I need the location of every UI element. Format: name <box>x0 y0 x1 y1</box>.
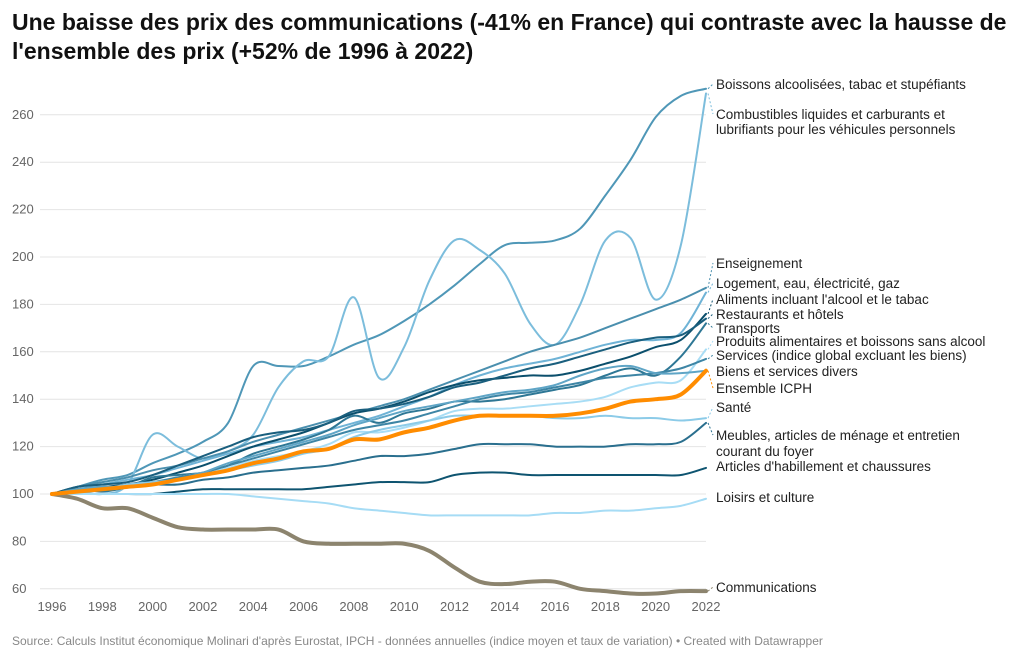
y-tick-label: 200 <box>12 249 34 264</box>
x-tick-label: 1998 <box>88 599 117 614</box>
chart-title: Une baisse des prix des communications (… <box>12 9 1007 64</box>
series-line <box>51 312 707 495</box>
series-label: Ensemble ICPH <box>716 381 812 396</box>
label-connector <box>707 406 714 419</box>
y-tick-label: 120 <box>12 439 34 454</box>
series-label: Loisirs et culture <box>716 490 814 505</box>
source-footer: Source: Calculs Institut économique Moli… <box>12 634 823 648</box>
series-line <box>50 492 708 596</box>
series-label: Restaurants et hôtels <box>716 307 844 322</box>
x-tick-label: 1996 <box>38 599 67 614</box>
label-connector <box>707 282 714 293</box>
series-label: Combustibles liquides et carburants et lu… <box>716 107 956 137</box>
x-tick-label: 2008 <box>339 599 368 614</box>
series-line <box>50 368 708 496</box>
series-label: Logement, eau, électricité, gaz <box>716 276 900 291</box>
series-label: Services (indice global excluant les bie… <box>716 348 967 363</box>
y-tick-label: 180 <box>12 296 34 311</box>
y-tick-label: 60 <box>12 581 26 596</box>
series-line <box>51 286 707 495</box>
label-connector <box>707 370 714 389</box>
label-connector <box>707 354 714 360</box>
series-label: Boissons alcoolisées, tabac et stupéfian… <box>716 77 966 92</box>
series-label: Articles d'habillement et chaussures <box>716 459 931 474</box>
series-label: Aliments incluant l'alcool et le tabac <box>716 292 929 307</box>
x-tick-label: 2014 <box>490 599 519 614</box>
series-line <box>51 92 707 496</box>
x-tick-label: 2012 <box>440 599 469 614</box>
label-connector <box>707 262 714 288</box>
label-connector <box>707 313 714 319</box>
y-tick-label: 80 <box>12 533 26 548</box>
y-tick-label: 100 <box>12 486 34 501</box>
series-label: Communications <box>716 580 817 595</box>
label-connector <box>707 93 714 115</box>
series-label: Produits alimentaires et boissons sans a… <box>716 334 985 349</box>
x-tick-label: 2002 <box>188 599 217 614</box>
y-tick-label: 140 <box>12 391 34 406</box>
x-tick-label: 2022 <box>692 599 721 614</box>
label-connector <box>707 322 714 329</box>
label-connector <box>707 83 714 90</box>
x-tick-label: 2016 <box>541 599 570 614</box>
series-label: Biens et services divers <box>716 364 858 379</box>
series-label: Santé <box>716 400 751 415</box>
x-tick-label: 2004 <box>239 599 268 614</box>
label-connector <box>707 422 714 436</box>
series-line <box>51 492 707 517</box>
x-tick-label: 2018 <box>591 599 620 614</box>
y-tick-label: 160 <box>12 344 34 359</box>
x-tick-label: 2006 <box>289 599 318 614</box>
y-tick-label: 260 <box>12 107 34 122</box>
label-connector <box>707 298 714 315</box>
series-line <box>51 348 707 495</box>
x-tick-label: 2000 <box>138 599 167 614</box>
series-label: Meubles, articles de ménage et entretien… <box>716 428 960 459</box>
y-tick-label: 220 <box>12 202 34 217</box>
y-tick-label: 240 <box>12 154 34 169</box>
series-line <box>51 87 707 495</box>
x-tick-label: 2020 <box>641 599 670 614</box>
series-label: Transports <box>716 321 780 336</box>
label-connector <box>707 340 714 350</box>
label-connector <box>707 586 714 592</box>
x-tick-label: 2010 <box>390 599 419 614</box>
series-line <box>51 317 707 495</box>
series-label: Enseignement <box>716 256 803 271</box>
